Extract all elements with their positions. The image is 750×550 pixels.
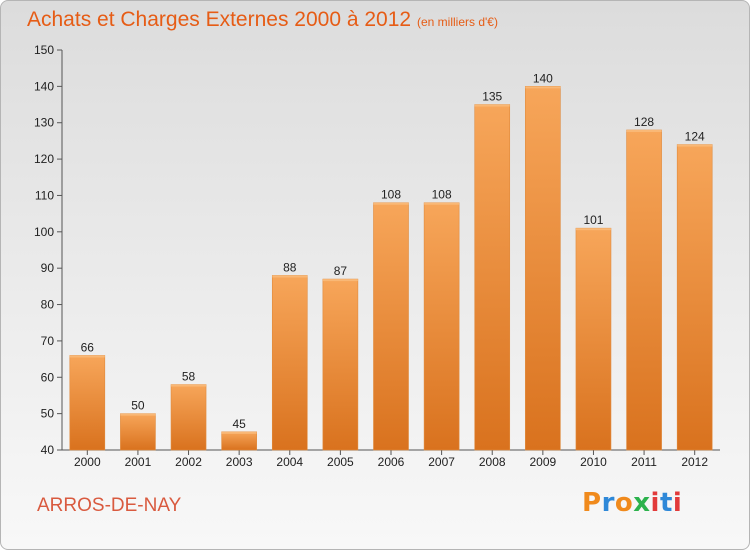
logo-letter: P (582, 488, 602, 518)
x-tick-label: 2000 (74, 455, 101, 469)
data-label: 88 (283, 260, 297, 274)
x-tick-label: 2009 (529, 455, 556, 469)
location-label: ARROS-DE-NAY (37, 495, 182, 516)
bar-highlight (626, 130, 662, 132)
bar-highlight (424, 202, 460, 205)
bar (120, 413, 156, 451)
y-tick-label: 70 (41, 334, 55, 348)
chart-title: Achats et Charges Externes 2000 à 2012 (27, 8, 412, 31)
data-label: 66 (81, 340, 95, 354)
x-tick-label: 2005 (327, 455, 354, 469)
logo-letter: r (601, 488, 615, 518)
y-tick-label: 40 (41, 443, 55, 457)
bar (322, 278, 359, 451)
bar (626, 129, 662, 451)
bar (474, 104, 511, 451)
proxiti-logo: Proxiti (582, 488, 682, 518)
data-label: 58 (182, 370, 196, 384)
bar (69, 355, 106, 451)
chart-unit: (en milliers d'€) (417, 15, 498, 29)
logo-letter: i (650, 488, 660, 518)
bar (423, 202, 460, 451)
x-tick-label: 2006 (378, 455, 405, 469)
logo-letter: x (633, 488, 651, 518)
y-tick-label: 110 (35, 188, 54, 202)
y-tick-label: 140 (34, 79, 54, 93)
x-tick-label: 2010 (580, 455, 607, 469)
y-tick-label: 60 (41, 370, 55, 384)
data-label: 108 (432, 188, 452, 202)
data-label: 128 (634, 115, 654, 129)
bar-highlight (171, 384, 207, 387)
x-tick-label: 2007 (428, 455, 455, 469)
bar-highlight (322, 279, 358, 282)
x-tick-label: 2008 (479, 455, 506, 469)
bar (170, 384, 207, 451)
bar-highlight (272, 275, 308, 278)
y-tick-label: 130 (34, 116, 54, 130)
x-tick-label: 2002 (175, 455, 202, 469)
logo-letter: o (614, 488, 634, 518)
x-tick-label: 2011 (631, 455, 657, 469)
data-label: 45 (232, 417, 246, 431)
y-tick-label: 100 (34, 225, 54, 239)
bar-highlight (69, 355, 105, 358)
bar (221, 431, 257, 451)
y-tick-label: 50 (41, 407, 55, 421)
label-layer: 66 50 58 45 88 87 108 108 135 140 101 128 124 (81, 71, 705, 430)
y-tick-label: 90 (41, 261, 55, 275)
logo-letter: i (672, 488, 683, 518)
data-label: 50 (131, 399, 145, 413)
bar-highlight (373, 202, 409, 205)
bar (271, 275, 308, 451)
x-tick-label: 2004 (276, 455, 303, 469)
data-label: 124 (685, 130, 705, 144)
bar (525, 86, 561, 451)
y-tick-label: 80 (41, 298, 55, 312)
y-tick-label: 120 (34, 152, 54, 166)
logo-letter: t (659, 488, 673, 518)
bar (373, 202, 409, 451)
bar (575, 227, 612, 451)
y-tick-label: 150 (34, 43, 54, 57)
bar-highlight (677, 144, 713, 147)
bar-highlight (474, 104, 510, 107)
bar-highlight (221, 431, 257, 434)
data-label: 87 (334, 264, 348, 278)
x-tick-label: 2012 (681, 455, 708, 469)
bar-highlight (525, 86, 561, 89)
data-label: 101 (583, 213, 603, 227)
data-label: 140 (533, 71, 553, 85)
axis-layer: 40 50 60 70 80 90 100 110 120 130 140 150 2000 2001 20… (34, 43, 720, 469)
bar-highlight (120, 413, 156, 416)
bar (676, 144, 713, 451)
data-label: 108 (381, 188, 401, 202)
x-tick-label: 2003 (226, 455, 253, 469)
bar-layer (69, 86, 713, 451)
bar-highlight (575, 228, 611, 231)
x-tick-label: 2001 (125, 455, 152, 469)
data-label: 135 (482, 90, 502, 104)
